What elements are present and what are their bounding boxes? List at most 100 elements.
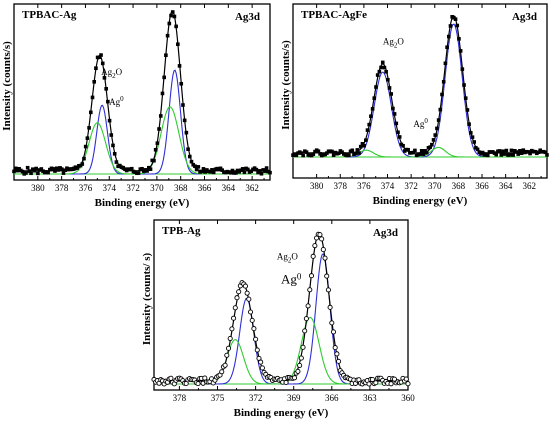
data-point xyxy=(406,147,410,152)
data-point xyxy=(380,60,385,65)
data-point xyxy=(330,329,337,335)
data-point xyxy=(167,21,172,26)
x-tick-label: 364 xyxy=(499,181,513,191)
panel-title: TPBAC-AgFe xyxy=(301,9,367,21)
data-point xyxy=(75,166,79,170)
data-point xyxy=(160,91,165,96)
data-point xyxy=(485,153,490,158)
data-point xyxy=(155,141,160,145)
data-point xyxy=(225,345,232,351)
data-point xyxy=(369,114,373,119)
data-point xyxy=(325,287,331,293)
data-point xyxy=(244,290,250,296)
data-point xyxy=(519,151,524,156)
data-point xyxy=(460,67,465,71)
data-point xyxy=(268,170,272,175)
data-point xyxy=(181,103,185,107)
data-point xyxy=(303,316,309,322)
data-point xyxy=(264,166,269,170)
data-point xyxy=(94,66,98,71)
data-point xyxy=(428,145,432,149)
data-point xyxy=(263,169,267,173)
data-point xyxy=(436,118,441,122)
data-point xyxy=(310,253,316,259)
data-point xyxy=(99,53,103,57)
data-point xyxy=(465,108,470,112)
data-point xyxy=(87,126,91,130)
data-point xyxy=(229,326,235,332)
plot-frame xyxy=(13,3,271,181)
data-point xyxy=(446,34,451,39)
x-tick-label: 380 xyxy=(310,181,324,191)
data-point xyxy=(458,49,463,53)
x-tick-label: 378 xyxy=(334,181,348,191)
fit-curve xyxy=(14,10,270,172)
data-point xyxy=(106,99,110,104)
data-point xyxy=(516,152,521,156)
data-point xyxy=(247,309,254,315)
peak-annotation: Ag2O xyxy=(101,67,123,80)
data-point xyxy=(140,166,144,171)
x-tick-label: 366 xyxy=(475,181,489,191)
data-point xyxy=(467,122,471,126)
data-point xyxy=(396,130,400,135)
x-tick-label: 378 xyxy=(173,393,187,403)
data-point xyxy=(36,171,40,176)
data-point xyxy=(168,375,174,381)
data-point xyxy=(136,171,141,175)
data-point xyxy=(528,151,532,156)
data-point xyxy=(445,45,449,50)
data-point xyxy=(170,10,175,14)
y-axis-title: Intensity (counts/s) xyxy=(280,40,292,130)
data-point xyxy=(307,287,313,293)
x-tick-label: 372 xyxy=(249,393,262,403)
data-point xyxy=(219,369,225,375)
data-point xyxy=(435,126,439,131)
data-point xyxy=(249,169,254,174)
chart-svg: 380 378 376 374 372 370 368 366 364 362 Binding en… xyxy=(1,3,272,209)
data-point xyxy=(388,381,394,387)
data-point xyxy=(327,304,333,310)
data-point xyxy=(438,107,443,112)
data-point xyxy=(102,76,107,80)
data-point xyxy=(419,149,424,153)
data-point xyxy=(210,168,214,172)
data-point xyxy=(251,326,257,332)
data-point xyxy=(382,65,387,70)
x-tick-label: 374 xyxy=(103,183,117,193)
data-point xyxy=(494,152,498,157)
data-point xyxy=(391,106,395,111)
data-point xyxy=(12,169,16,174)
data-point xyxy=(340,150,344,154)
data-point xyxy=(34,166,38,171)
data-point xyxy=(317,232,323,238)
data-point xyxy=(83,144,88,149)
data-point xyxy=(234,295,240,301)
data-point xyxy=(195,381,201,387)
data-point xyxy=(413,148,417,153)
data-point xyxy=(201,167,206,171)
data-point xyxy=(53,169,57,173)
data-point xyxy=(29,171,33,176)
data-point xyxy=(246,296,252,302)
data-point xyxy=(334,351,340,357)
data-point xyxy=(82,156,86,161)
data-point xyxy=(357,151,361,155)
data-point xyxy=(392,112,397,116)
data-point xyxy=(85,136,90,140)
data-point xyxy=(364,138,368,143)
chart-svg: 380 378 376 374 372 370 368 366 364 362 Binding en… xyxy=(280,3,549,207)
x-tick-label: 370 xyxy=(428,181,442,191)
data-point xyxy=(336,151,341,156)
data-point xyxy=(97,55,102,60)
data-point xyxy=(331,153,336,158)
data-point xyxy=(107,118,112,123)
ag2o-curve xyxy=(14,69,270,175)
data-point xyxy=(401,143,405,148)
data-point xyxy=(32,168,37,173)
data-point xyxy=(377,69,382,74)
data-point xyxy=(319,236,325,242)
data-point xyxy=(433,133,438,137)
data-point xyxy=(355,148,360,152)
data-point xyxy=(375,73,380,77)
